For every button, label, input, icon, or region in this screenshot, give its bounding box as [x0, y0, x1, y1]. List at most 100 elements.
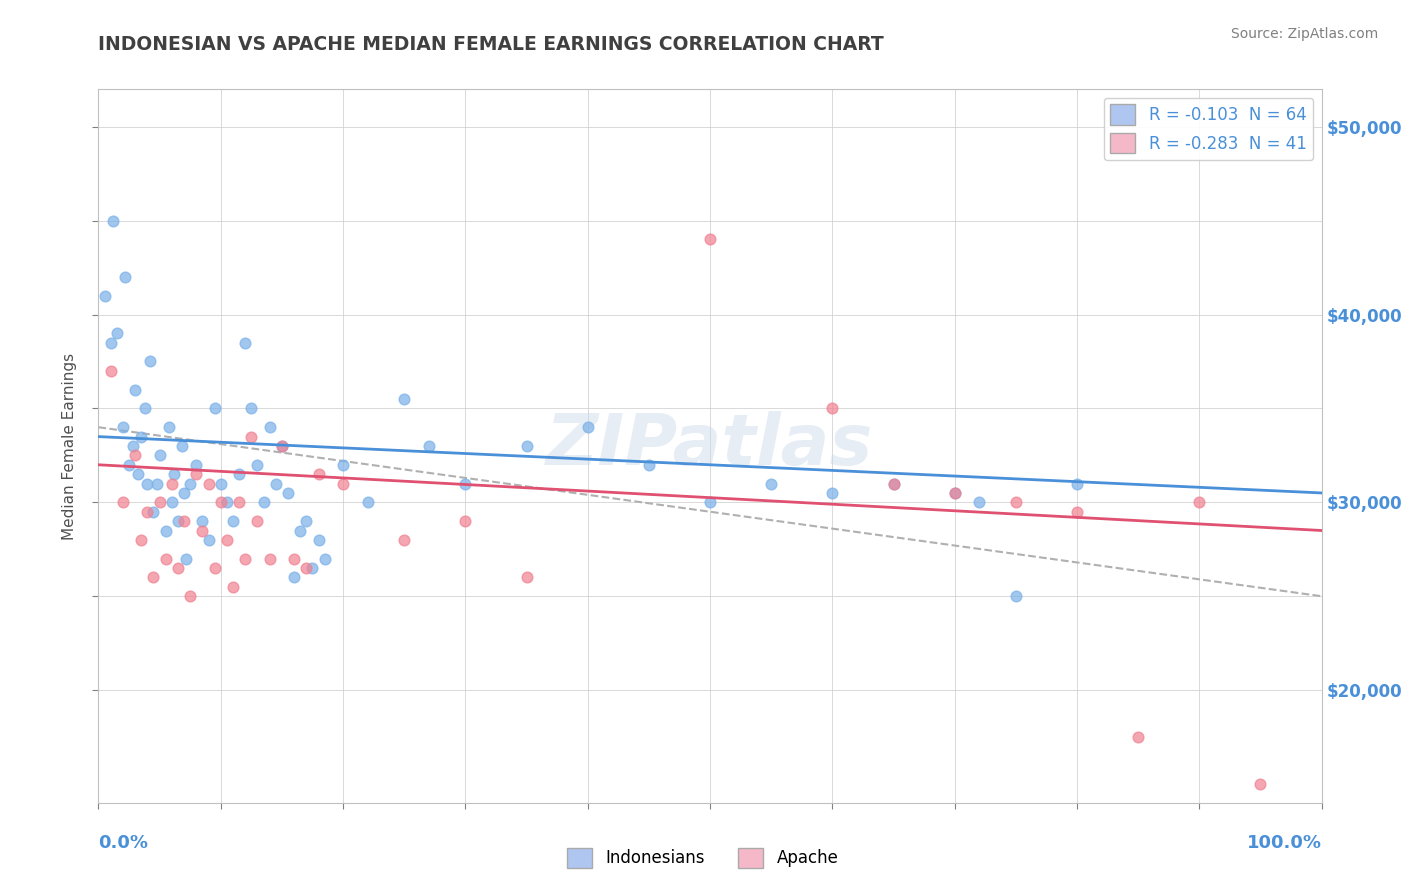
Point — [111, 495, 134, 509]
Point — [173, 514, 195, 528]
Point — [111, 420, 134, 434]
Point — [821, 401, 844, 416]
Point — [155, 524, 177, 538]
Point — [149, 495, 172, 509]
Point — [142, 570, 165, 584]
Point — [101, 213, 124, 227]
Point — [240, 401, 263, 416]
Point — [1188, 495, 1211, 509]
Text: INDONESIAN VS APACHE MEDIAN FEMALE EARNINGS CORRELATION CHART: INDONESIAN VS APACHE MEDIAN FEMALE EARNI… — [98, 35, 884, 54]
Point — [222, 514, 245, 528]
Point — [228, 495, 250, 509]
Point — [943, 486, 966, 500]
Point — [142, 505, 165, 519]
Point — [1250, 777, 1272, 791]
Point — [943, 486, 966, 500]
Point — [155, 551, 177, 566]
Point — [233, 335, 256, 350]
Point — [209, 495, 232, 509]
Point — [186, 458, 208, 472]
Point — [105, 326, 128, 341]
Point — [228, 467, 250, 482]
Point — [308, 533, 330, 547]
Point — [149, 449, 172, 463]
Point — [129, 429, 152, 443]
Point — [967, 495, 990, 509]
Legend: Indonesians, Apache: Indonesians, Apache — [561, 841, 845, 875]
Point — [270, 439, 294, 453]
Point — [179, 476, 201, 491]
Point — [124, 383, 146, 397]
Point — [197, 533, 219, 547]
Point — [233, 551, 256, 566]
Point — [173, 486, 195, 500]
Point — [209, 476, 232, 491]
Point — [121, 439, 143, 453]
Point — [163, 467, 186, 482]
Point — [392, 533, 416, 547]
Point — [118, 458, 141, 472]
Point — [283, 551, 305, 566]
Point — [139, 354, 162, 368]
Point — [157, 420, 180, 434]
Text: 100.0%: 100.0% — [1247, 834, 1322, 852]
Point — [1004, 589, 1026, 603]
Point — [204, 401, 226, 416]
Point — [167, 514, 190, 528]
Point — [160, 495, 183, 509]
Point — [191, 514, 214, 528]
Text: 0.0%: 0.0% — [98, 834, 149, 852]
Point — [332, 458, 354, 472]
Point — [761, 476, 783, 491]
Point — [134, 401, 156, 416]
Text: Source: ZipAtlas.com: Source: ZipAtlas.com — [1230, 27, 1378, 41]
Point — [454, 476, 477, 491]
Legend: R = -0.103  N = 64, R = -0.283  N = 41: R = -0.103 N = 64, R = -0.283 N = 41 — [1104, 97, 1313, 160]
Point — [259, 551, 281, 566]
Point — [222, 580, 245, 594]
Point — [93, 289, 115, 303]
Point — [127, 467, 149, 482]
Point — [259, 420, 281, 434]
Point — [129, 533, 152, 547]
Point — [356, 495, 378, 509]
Point — [114, 270, 136, 285]
Point — [264, 476, 287, 491]
Point — [516, 570, 538, 584]
Point — [295, 514, 318, 528]
Text: ZIPatlas: ZIPatlas — [547, 411, 873, 481]
Point — [186, 467, 208, 482]
Point — [100, 335, 122, 350]
Point — [332, 476, 354, 491]
Point — [136, 476, 159, 491]
Point — [136, 505, 159, 519]
Point — [124, 449, 146, 463]
Point — [516, 439, 538, 453]
Point — [295, 561, 318, 575]
Point — [314, 551, 336, 566]
Point — [160, 476, 183, 491]
Point — [191, 524, 214, 538]
Point — [883, 476, 905, 491]
Point — [197, 476, 219, 491]
Point — [290, 524, 312, 538]
Point — [392, 392, 416, 406]
Point — [1066, 505, 1088, 519]
Point — [215, 533, 238, 547]
Point — [215, 495, 238, 509]
Point — [100, 364, 122, 378]
Point — [883, 476, 905, 491]
Point — [167, 561, 190, 575]
Point — [277, 486, 299, 500]
Point — [270, 439, 294, 453]
Point — [204, 561, 226, 575]
Point — [454, 514, 477, 528]
Point — [821, 486, 844, 500]
Point — [252, 495, 274, 509]
Point — [240, 429, 263, 443]
Y-axis label: Median Female Earnings: Median Female Earnings — [62, 352, 77, 540]
Point — [283, 570, 305, 584]
Point — [301, 561, 323, 575]
Point — [638, 458, 661, 472]
Point — [179, 589, 201, 603]
